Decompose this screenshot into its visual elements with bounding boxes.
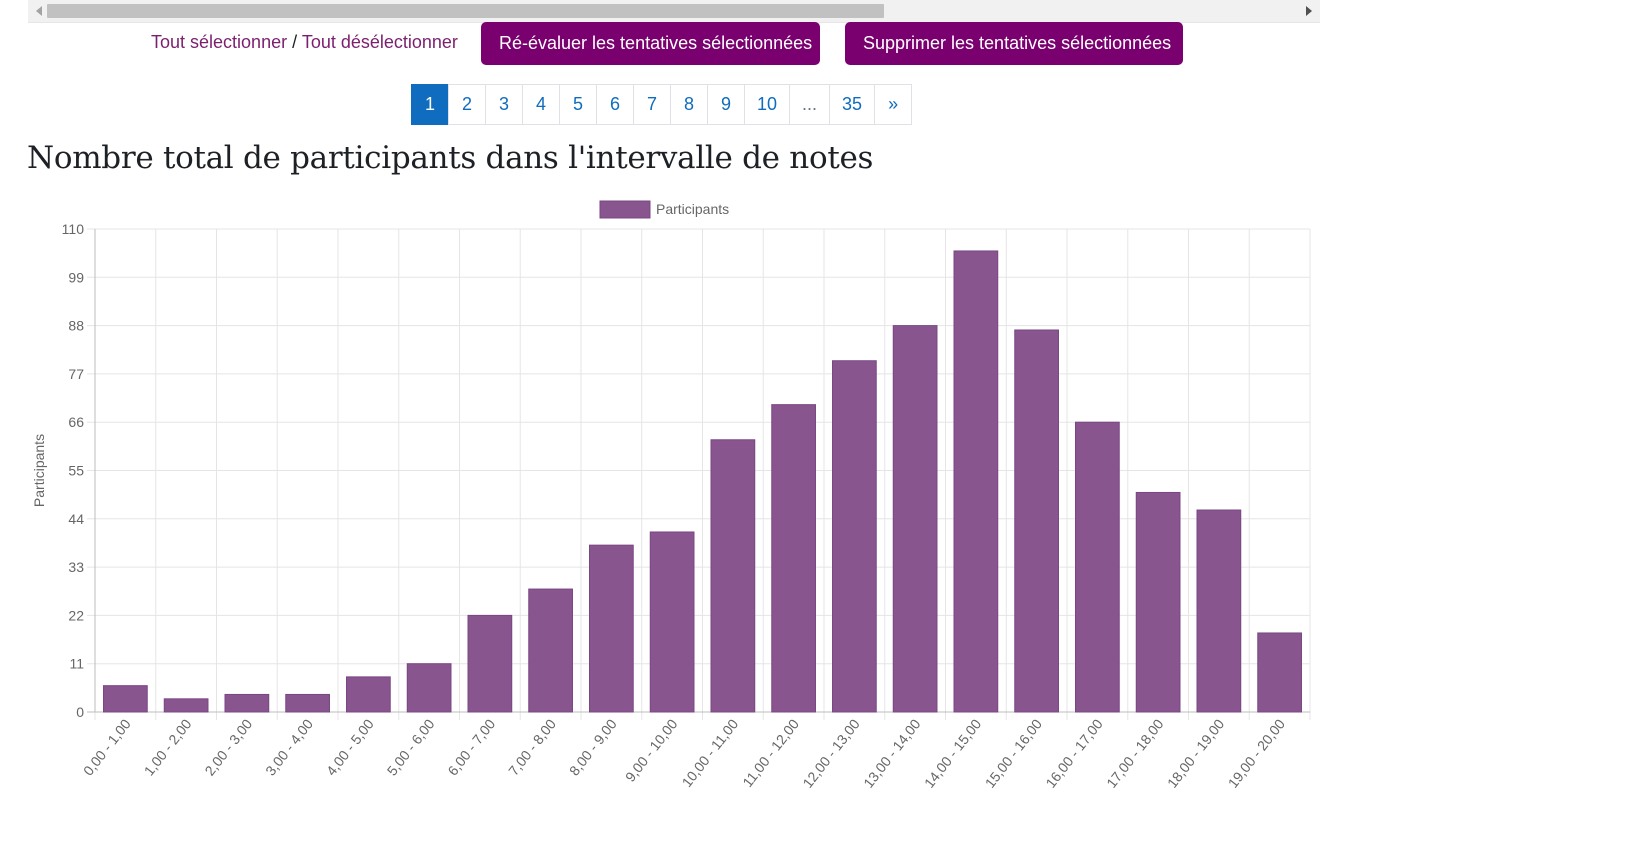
pagination-page-2[interactable]: 2 xyxy=(448,84,486,125)
pagination-page-5[interactable]: 5 xyxy=(559,84,597,125)
x-tick-label: 15,00 - 16,00 xyxy=(982,716,1046,791)
y-tick-label: 44 xyxy=(68,511,84,527)
x-tick-label: 6,00 - 7,00 xyxy=(444,716,498,779)
selection-separator: / xyxy=(292,32,298,52)
bar[interactable] xyxy=(1196,509,1242,713)
pagination-page-8[interactable]: 8 xyxy=(670,84,708,125)
pagination-page-1[interactable]: 1 xyxy=(411,84,449,125)
grade-distribution-chart: 0 11 22 33 44 55 66 77 88 99 110 0,00 - 1,00 1,00 - … xyxy=(31,200,1311,791)
legend-swatch[interactable] xyxy=(599,200,651,219)
bar[interactable] xyxy=(224,693,270,713)
y-tick-label: 110 xyxy=(62,221,85,237)
bar[interactable] xyxy=(649,531,695,713)
bar[interactable] xyxy=(163,698,209,713)
x-tick-label: 14,00 - 15,00 xyxy=(921,716,985,791)
x-tick-label: 12,00 - 13,00 xyxy=(799,716,863,791)
deselect-all-link[interactable]: Tout désélectionner xyxy=(301,32,458,52)
x-tick-label: 19,00 - 20,00 xyxy=(1225,716,1289,791)
bar[interactable] xyxy=(953,250,999,713)
bar[interactable] xyxy=(589,544,634,713)
delete-selected-button[interactable]: Supprimer les tentatives sélectionnées xyxy=(845,22,1183,65)
x-tick-label: 3,00 - 4,00 xyxy=(262,716,316,779)
bar[interactable] xyxy=(406,663,452,713)
selection-links: Tout sélectionner / Tout désélectionner xyxy=(151,32,458,53)
x-tick-label: 0,00 - 1,00 xyxy=(80,716,134,779)
bar[interactable] xyxy=(832,360,877,713)
bar[interactable] xyxy=(1257,632,1302,713)
x-tick-label: 5,00 - 6,00 xyxy=(384,716,438,779)
x-tick-label: 1,00 - 2,00 xyxy=(141,716,195,779)
x-tick-label: 18,00 - 19,00 xyxy=(1164,716,1228,791)
x-tick-label: 10,00 - 11,00 xyxy=(678,716,741,790)
pagination-next[interactable]: » xyxy=(874,84,913,125)
page-title: Nombre total de participants dans l'inte… xyxy=(27,140,874,176)
x-tick-label: 9,00 - 10,00 xyxy=(622,716,681,785)
x-tick-label: 16,00 - 17,00 xyxy=(1042,716,1106,791)
x-tick-label: 11,00 - 12,00 xyxy=(739,716,802,790)
horizontal-scrollbar[interactable] xyxy=(28,0,1320,23)
y-tick-label: 0 xyxy=(76,704,84,720)
bar[interactable] xyxy=(103,685,148,713)
regrade-selected-button[interactable]: Ré-évaluer les tentatives sélectionnées xyxy=(481,22,820,65)
pagination-page-10[interactable]: 10 xyxy=(744,84,791,125)
x-tick-label: 7,00 - 8,00 xyxy=(505,716,559,779)
bar[interactable] xyxy=(1135,491,1181,713)
bar[interactable] xyxy=(1014,329,1059,713)
pagination-page-7[interactable]: 7 xyxy=(633,84,671,125)
y-tick-label: 99 xyxy=(68,269,84,285)
y-tick-label: 88 xyxy=(68,318,84,334)
scroll-right-arrow-icon[interactable] xyxy=(1306,6,1312,16)
pagination-page-9[interactable]: 9 xyxy=(707,84,745,125)
x-tick-label: 2,00 - 3,00 xyxy=(201,716,255,779)
x-tick-label: 4,00 - 5,00 xyxy=(323,716,377,779)
y-axis-title: Participants xyxy=(31,434,47,507)
scroll-left-arrow-icon[interactable] xyxy=(36,6,42,16)
bar[interactable] xyxy=(1075,421,1120,713)
y-tick-label: 11 xyxy=(69,656,84,672)
y-tick-label: 77 xyxy=(68,366,84,382)
y-tick-label: 66 xyxy=(68,414,84,430)
pagination-page-3[interactable]: 3 xyxy=(485,84,523,125)
y-tick-label: 55 xyxy=(68,463,84,479)
scrollbar-thumb[interactable] xyxy=(47,4,884,18)
bar[interactable] xyxy=(285,693,330,713)
y-tick-label: 22 xyxy=(68,607,84,623)
x-tick-label: 13,00 - 14,00 xyxy=(860,716,924,791)
y-tick-label: 33 xyxy=(68,559,84,575)
bar[interactable] xyxy=(346,676,391,713)
bar[interactable] xyxy=(710,439,756,713)
legend-label[interactable]: Participants xyxy=(656,201,729,217)
select-all-link[interactable]: Tout sélectionner xyxy=(151,32,288,52)
bar[interactable] xyxy=(528,588,573,713)
pagination-page-6[interactable]: 6 xyxy=(596,84,634,125)
x-tick-label: 17,00 - 18,00 xyxy=(1103,716,1167,791)
pagination-page-4[interactable]: 4 xyxy=(522,84,560,125)
bar[interactable] xyxy=(467,614,513,713)
bar[interactable] xyxy=(892,325,938,713)
bar[interactable] xyxy=(771,404,816,713)
pagination: 1 2 3 4 5 6 7 8 9 10... 35» xyxy=(411,84,913,125)
x-tick-label: 8,00 - 9,00 xyxy=(566,716,620,779)
pagination-ellipsis: ... xyxy=(789,84,831,125)
pagination-page-35[interactable]: 35 xyxy=(829,84,876,125)
